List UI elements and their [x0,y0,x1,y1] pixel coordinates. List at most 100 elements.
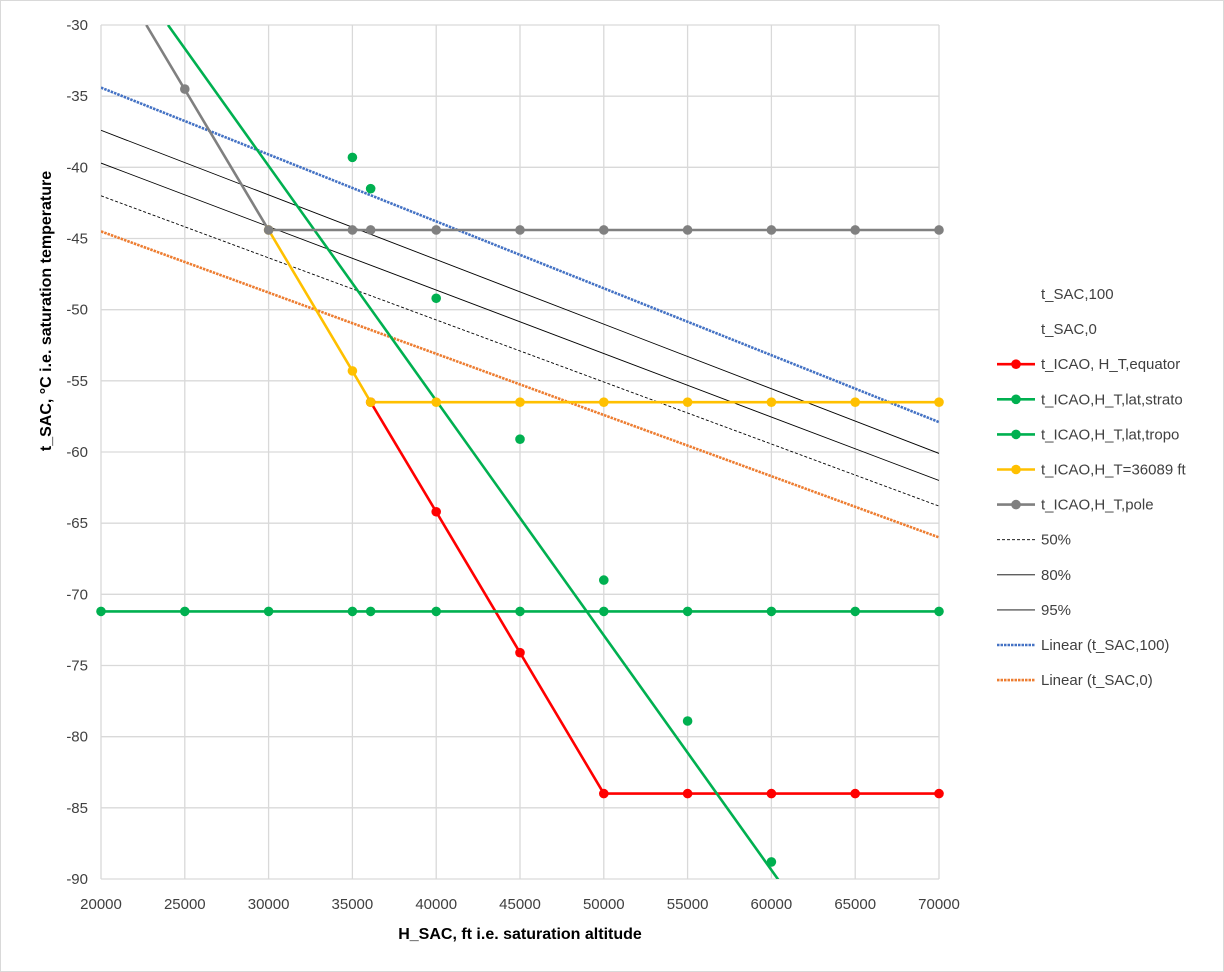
data-point [263,606,274,617]
data-point [850,788,860,799]
data-point [599,397,609,407]
data-point [515,225,525,235]
data-point [515,434,525,444]
legend-label: 50% [1041,532,1071,549]
series-line [145,25,939,232]
data-point [96,606,106,617]
x-tick-label: 25000 [164,896,206,913]
legend-label: t_ICAO,H_T,lat,tropo [1041,426,1179,443]
legend-label: t_ICAO,H_T,lat,strato [1041,391,1183,408]
data-point [766,397,777,407]
data-point [934,788,944,799]
data-point [431,225,442,235]
data-point [515,606,525,617]
x-tick-label: 30000 [248,896,290,913]
legend-label: 80% [1041,567,1071,584]
x-tick-label: 40000 [415,896,457,913]
y-tick-label: -45 [66,231,88,248]
y-tick-label: -50 [66,302,88,319]
legend-marker [1011,499,1021,510]
legend-label: t_ICAO,H_T=36089 ft [1041,462,1186,479]
data-point [347,225,358,235]
data-point [365,183,376,194]
series-line [267,229,939,404]
series-line [101,195,939,507]
data-point [515,647,525,658]
x-tick-label: 70000 [918,896,960,913]
series-line [101,162,939,481]
series-line [166,25,780,879]
data-point [431,506,442,517]
y-tick-label: -70 [66,586,88,603]
data-point [365,397,376,407]
y-tick-label: -85 [66,800,88,817]
data-point [766,225,777,235]
data-point [850,225,860,235]
y-tick-label: -30 [66,17,88,34]
data-point [850,397,860,407]
data-point [365,606,376,617]
x-tick-label: 65000 [834,896,876,913]
y-tick-labels: -30 -35 -40 -45 -50 -55 -60 -65 -70 -75 -80 -85 -90 [66,17,88,888]
legend-label: t_ICAO,H_T,pole [1041,497,1154,514]
legend-label: Linear (t_SAC,0) [1041,672,1153,689]
data-point [431,397,442,407]
legend-marker [1011,394,1021,405]
x-tick-label: 45000 [499,896,541,913]
y-axis-title: t_SAC, °C i.e. saturation temperature [38,171,55,451]
data-point [682,397,693,407]
x-tick-label: 60000 [751,896,793,913]
series-line [369,401,939,795]
data-point [682,788,693,799]
legend-label: Linear (t_SAC,100) [1041,637,1169,654]
legend-marker [1011,359,1021,370]
data-point [599,606,609,617]
y-tick-label: -40 [66,159,88,176]
x-tick-label: 55000 [667,896,709,913]
data-point [431,606,442,617]
data-point [766,788,777,799]
legend-label: 95% [1041,602,1071,619]
gridlines [100,24,940,880]
data-point [766,857,777,867]
data-point [431,293,442,304]
series-line [101,230,939,539]
data-point [365,225,376,235]
data-point [766,606,777,617]
data-point [180,84,190,94]
data-point [347,606,358,617]
data-point [850,606,860,617]
legend-marker [1011,429,1021,440]
data-point [515,397,525,407]
data-point [682,225,693,235]
data-point [263,225,274,235]
y-tick-label: -60 [66,444,88,461]
y-tick-label: -35 [66,88,88,105]
data-point [180,606,190,617]
legend-label: t_SAC,100 [1041,286,1114,303]
x-tick-label: 35000 [332,896,374,913]
legend-label: t_ICAO, H_T,equator [1041,356,1180,373]
x-axis-title: H_SAC, ft i.e. saturation altitude [398,926,642,943]
data-point [934,225,944,235]
data-point [599,788,609,799]
y-tick-label: -75 [66,658,88,675]
data-point [682,606,693,617]
data-point [934,606,944,617]
y-tick-label: -80 [66,729,88,746]
data-point [599,575,609,585]
series-lines [101,25,939,879]
y-tick-label: -65 [66,515,88,532]
x-tick-labels: 20000 25000 30000 35000 40000 45000 50000 55000… [80,896,960,913]
data-point [347,152,358,163]
data-point [347,366,358,376]
data-point [682,716,693,726]
y-tick-label: -55 [66,373,88,390]
legend: t_SAC,100 t_SAC,0 t_ICAO, H_T,equator t_ICA… [997,286,1186,689]
x-tick-label: 50000 [583,896,625,913]
data-point [599,225,609,235]
series-markers [96,84,944,867]
x-tick-label: 20000 [80,896,122,913]
